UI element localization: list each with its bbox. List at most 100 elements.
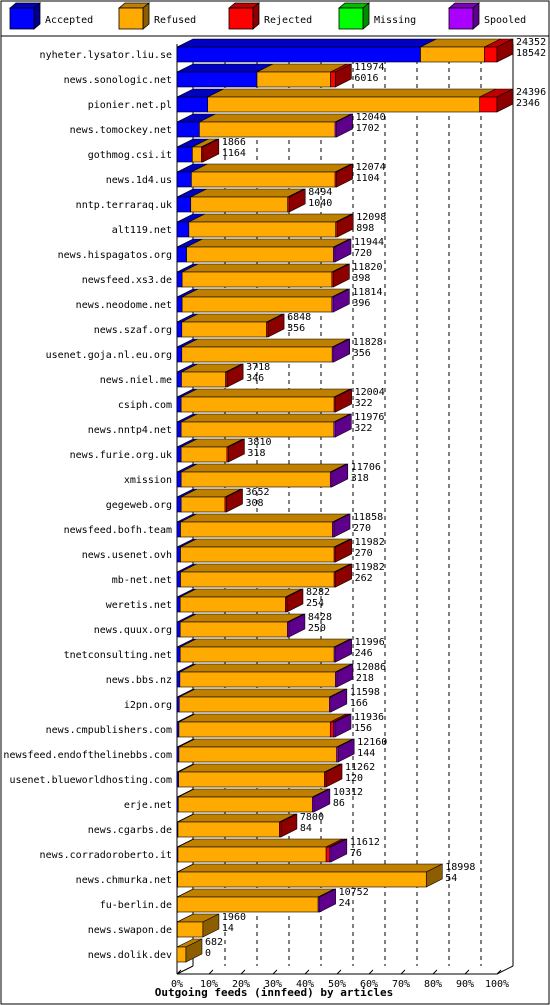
accepted-count-label: 270 [355,548,373,559]
total-label: 12040 [356,112,386,123]
accepted-count-label: 24 [339,898,351,909]
bar-refused [176,946,187,963]
bar-side [202,913,220,938]
bar-side [337,738,355,763]
bar-side [330,838,348,863]
bar-side [496,88,514,113]
bar-side [288,613,306,638]
bar-refused [177,921,204,938]
bar-refused [191,171,336,188]
total-label: 12004 [355,387,385,398]
bar-side [319,888,336,913]
host-label: nyheter.lysator.liu.se [40,50,172,61]
host-label: nntp.terraraq.uk [76,200,172,211]
host-label: news.neodome.net [76,300,172,311]
x-tick [240,969,246,975]
legend-item-missing: Missing [337,2,416,30]
total-label: 8494 [308,187,332,198]
bar-top-refused [199,113,352,123]
bar-accepted [176,221,190,238]
total-label: 11982 [355,537,385,548]
host-label: news.nntp4.net [88,425,172,436]
host-label: news.bbs.nz [106,675,172,686]
accepted-count-label: 322 [355,398,373,409]
x-tick [208,969,214,975]
bar-refused [178,771,325,788]
bar-side [336,663,354,688]
bar-rejected [484,46,498,63]
legend-item-spooled: Spooled [447,2,526,30]
bar-accepted [176,671,181,688]
total-label: 11262 [345,762,375,773]
total-label: 11820 [352,262,382,273]
bar-refused [180,396,335,413]
host-label: alt119.net [112,225,172,236]
bar-top-refused [181,263,349,273]
x-axis-corner [496,965,514,975]
bar-refused [180,521,333,538]
legend-swatch-side [252,2,260,30]
legend-swatch-side [472,2,480,30]
bar-top-refused [177,888,335,898]
accepted-count-label: 346 [246,373,264,384]
bar-side [288,188,306,213]
bar-refused [180,496,226,513]
total-label: 11944 [354,237,384,248]
accepted-count-label: 144 [357,748,375,759]
bar-top-refused [181,288,349,298]
host-label: news.tomockey.net [70,125,172,136]
accepted-count-label: 318 [247,448,265,459]
bar-side [333,338,351,363]
host-label: weretis.net [106,600,172,611]
bar-refused [179,671,336,688]
accepted-count-label: 898 [356,223,374,234]
total-label: 3718 [246,362,270,373]
total-label: 1866 [222,137,246,148]
bar-refused [177,796,313,813]
bar-top-refused [177,863,443,873]
host-label: gothmog.csi.it [88,150,172,161]
bar-rejected [329,721,334,738]
bar-top-refused [178,738,353,748]
bar-accepted [176,171,192,188]
x-tick-label: 40% [296,979,314,990]
x-axis-corner [176,965,194,975]
host-label: news.quux.org [94,625,172,636]
host-label: news.dolik.dev [88,950,172,961]
accepted-count-label: 356 [353,348,371,359]
x-tick-label: 90% [456,979,474,990]
bar-accepted [176,571,181,588]
bar-side [325,763,343,788]
accepted-count-label: 2346 [516,98,540,109]
legend-swatch [9,7,35,30]
total-label: 12160 [357,737,387,748]
bar-side [226,363,244,388]
bar-accepted [176,521,181,538]
x-tick-label: 20% [232,979,250,990]
total-label: 11814 [352,287,382,298]
host-label: i2pn.org [124,700,172,711]
bar-side [335,563,352,588]
total-label: 3652 [246,487,270,498]
bar-refused [181,321,267,338]
bar-top-refused [180,638,351,648]
bar-side [228,438,245,463]
accepted-count-label: 396 [352,298,370,309]
total-label: 18998 [445,862,475,873]
total-label: 11828 [353,337,383,348]
